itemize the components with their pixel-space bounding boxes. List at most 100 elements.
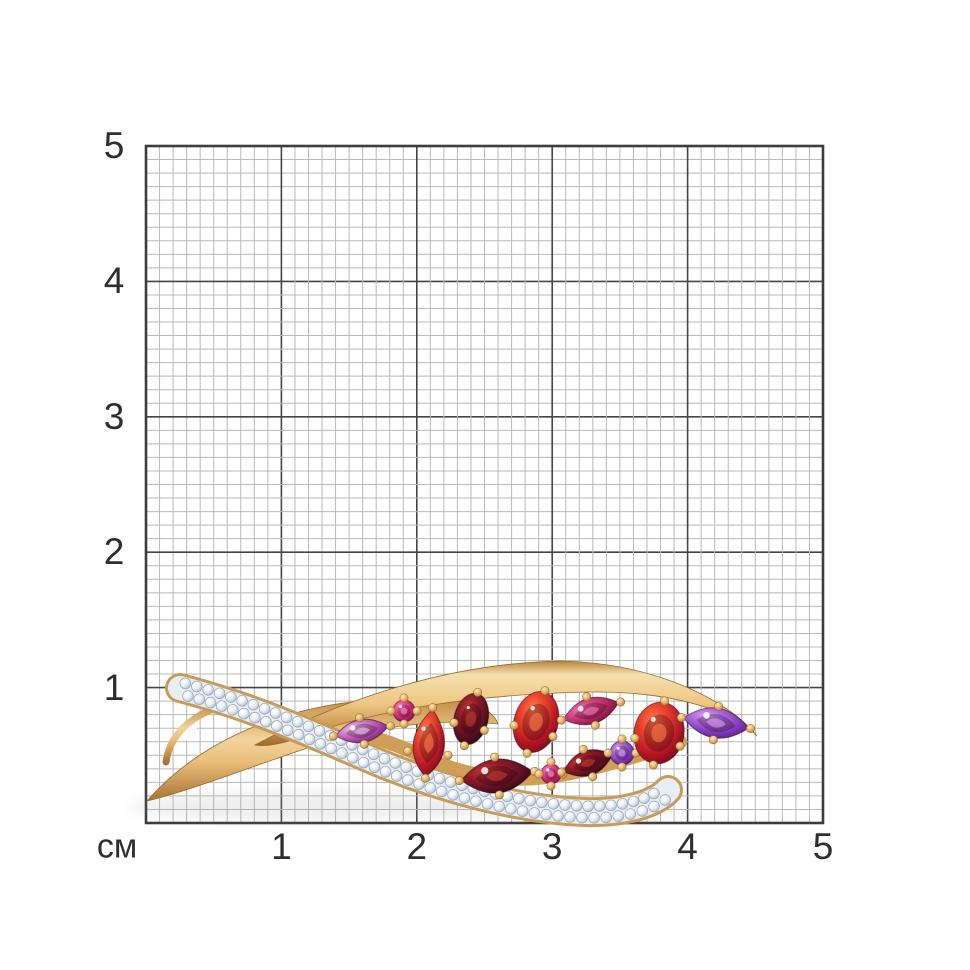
pave-stone: [215, 700, 228, 712]
pave-sparkle: [274, 723, 277, 726]
pave-stone: [593, 800, 606, 812]
prong-dot: [548, 732, 558, 741]
pave-sparkle: [196, 696, 200, 700]
pave-stone: [292, 729, 305, 741]
pave-sparkle: [579, 814, 583, 818]
gem-garnetDark-marquise: [454, 752, 540, 800]
pave-stone: [524, 794, 537, 807]
gem-facet-core: [424, 732, 434, 754]
pave-stone: [303, 733, 316, 746]
grid-border: [144, 144, 825, 825]
pave-stone: [570, 800, 583, 812]
pave-stone: [313, 725, 326, 737]
prong-dot: [428, 703, 438, 713]
y-tick-label: 3: [103, 395, 125, 437]
pave-stone: [247, 698, 260, 711]
prong-dot: [746, 724, 756, 733]
prong-dot: [359, 739, 369, 749]
y-tick-label: 4: [103, 260, 125, 302]
pave-sparkle: [436, 775, 440, 779]
prong-dot: [479, 725, 489, 735]
prong-dot: [588, 772, 598, 782]
pave-stone: [600, 811, 612, 824]
pave-stone: [559, 799, 571, 811]
pave-sparkle: [641, 795, 645, 799]
prong-dot: [443, 750, 453, 760]
gem-garnetBright-pear: [403, 703, 453, 783]
gem-facet-core: [548, 771, 554, 777]
pave-stone: [444, 776, 457, 788]
gem-facet-core: [582, 706, 600, 716]
pave-stone: [336, 747, 348, 759]
pave-sparkle: [316, 727, 320, 731]
pave-sparkle: [263, 718, 267, 722]
prong-dot: [454, 776, 464, 786]
pave-stone: [638, 792, 650, 804]
gem-facet-core: [651, 723, 667, 743]
gem-sparkle: [575, 758, 582, 764]
pave-sparkle: [250, 701, 254, 705]
pave-stone: [258, 703, 271, 715]
pave-sparkle: [508, 806, 512, 809]
pave-stone: [424, 782, 437, 794]
pave-sparkle: [531, 810, 535, 813]
prong-dot: [449, 718, 459, 728]
pave-sparkle: [484, 801, 488, 804]
pave-sparkle: [608, 802, 612, 806]
gem-facet-core: [465, 711, 477, 727]
pave-stone: [636, 805, 649, 817]
prong-dot: [522, 748, 532, 758]
prong-dot: [534, 769, 544, 779]
pave-stone: [367, 748, 380, 761]
pave-stone: [513, 792, 525, 805]
pave-stone: [379, 765, 392, 778]
pave-stone: [347, 752, 359, 764]
prong-dot: [617, 734, 627, 744]
pave-stone: [582, 800, 594, 813]
pave-sparkle: [305, 723, 309, 727]
pave-sparkle: [539, 799, 542, 803]
pave-stone: [481, 798, 494, 810]
gem-garnetBright-oval: [509, 686, 560, 758]
pave-stone: [179, 677, 192, 690]
pave-sparkle: [630, 798, 634, 802]
pave-sparkle: [662, 797, 666, 800]
pave-stones: [179, 677, 672, 824]
prong-dot: [386, 706, 396, 716]
prong-dot: [708, 735, 718, 745]
pave-stone: [314, 738, 327, 750]
pave-sparkle: [543, 811, 547, 815]
gem-facet-core: [580, 759, 596, 767]
gem-sparkle: [616, 746, 620, 750]
pave-sparkle: [182, 680, 186, 684]
gem-sparkle: [577, 705, 584, 712]
prong-dot: [403, 746, 413, 756]
gem-pinkSmall-round: [386, 693, 422, 729]
pave-sparkle: [339, 750, 343, 754]
prong-dot: [412, 706, 422, 716]
pave-stone: [516, 805, 529, 817]
prong-dot: [660, 696, 670, 706]
gem-sparkle: [398, 705, 403, 709]
gem-sparkle: [530, 705, 535, 711]
pave-sparkle: [416, 781, 420, 785]
prong-dot: [328, 731, 338, 741]
y-tick-label: 2: [103, 531, 125, 573]
pave-sparkle: [627, 811, 631, 814]
pave-stone: [325, 742, 337, 755]
gem-garnetDark-marquise: [557, 744, 619, 782]
gem-facet-core: [529, 712, 543, 732]
pave-sparkle: [194, 683, 197, 687]
pave-base: [168, 676, 680, 825]
pave-sparkle: [216, 690, 220, 694]
gem-sparkle: [703, 712, 710, 719]
pave-sparkle: [573, 802, 577, 806]
pave-stone: [390, 770, 403, 782]
gem-facet-core: [486, 770, 508, 782]
gem-garnetBright-oval: [630, 696, 685, 770]
x-tick-label: 3: [541, 826, 563, 867]
pave-sparkle: [639, 808, 643, 811]
x-tick-label: 1: [271, 826, 292, 867]
pave-stone: [271, 720, 283, 732]
pave-sparkle: [294, 718, 298, 722]
